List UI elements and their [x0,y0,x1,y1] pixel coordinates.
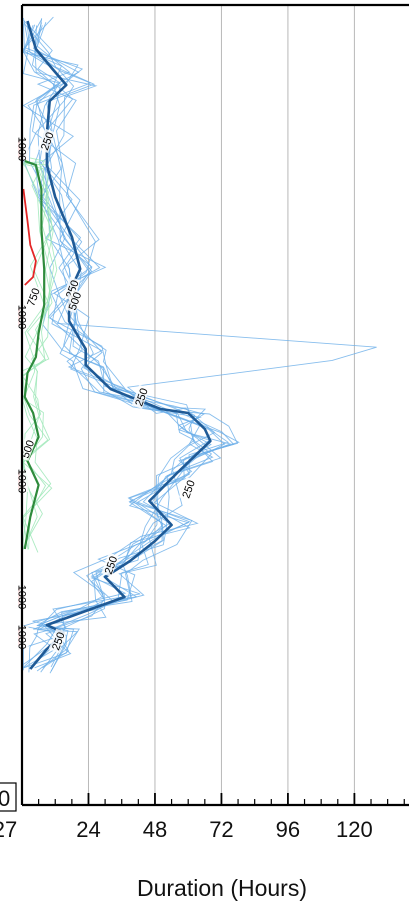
x-tick-label-5: 120 [336,817,373,842]
contour-label-2: 750 [23,284,43,310]
x-axis: 27 24 48 72 96 120 [0,793,405,842]
plot-frame [20,3,409,807]
contour-label-4: 250 [131,384,151,410]
series-line-2 [22,188,37,286]
svg-text:250: 250 [103,555,121,576]
svg-text:500: 500 [67,291,85,312]
left-box-label: 0 [0,786,10,811]
contour-label-8: 250 [48,628,68,654]
svg-text:750: 750 [25,287,43,308]
x-axis-title: Duration (Hours) [137,875,307,901]
svg-text:250: 250 [180,479,198,500]
svg-text:250: 250 [50,631,68,652]
contour-label-6: 250 [178,476,198,502]
x-tick-label-3: 72 [209,817,233,842]
contour-label-3: 500 [65,288,85,314]
x-tick-label-4: 96 [276,817,300,842]
contour-label-7: 250 [101,552,121,578]
x-tick-label-1: 24 [76,817,100,842]
svg-text:500: 500 [20,439,38,460]
svg-text:250: 250 [39,131,57,152]
x-tick-label-2: 48 [143,817,167,842]
grid-lines [87,5,355,805]
series-line-1 [23,159,46,550]
x-tick-label-0: 27 [0,817,17,842]
contour-label-0: 250 [37,128,57,154]
ensemble-line-7 [31,21,214,668]
left-box [0,782,17,812]
svg-text:250: 250 [133,387,151,408]
